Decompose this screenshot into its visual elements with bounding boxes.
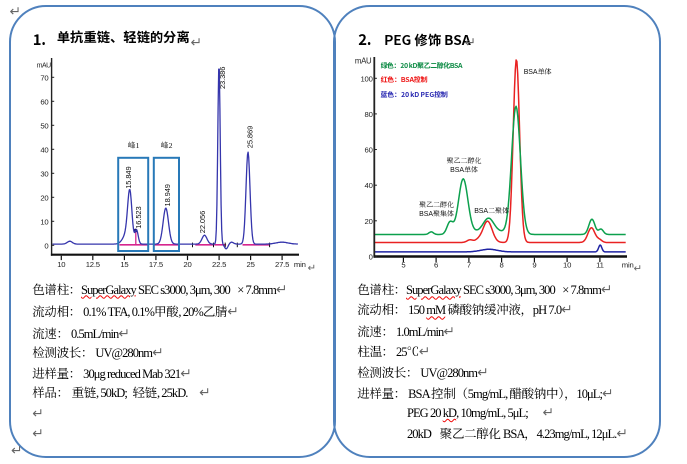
svg-text:mAU: mAU <box>355 57 372 66</box>
svg-text:15: 15 <box>120 260 128 269</box>
svg-text:40: 40 <box>40 145 48 154</box>
svg-text:↵: ↵ <box>308 263 316 274</box>
svg-text:9: 9 <box>532 261 536 270</box>
svg-text:22.5: 22.5 <box>212 260 226 269</box>
svg-text:40: 40 <box>365 181 373 190</box>
svg-text:20: 20 <box>365 217 373 226</box>
svg-text:mAU: mAU <box>37 62 51 69</box>
svg-text:100: 100 <box>360 74 372 83</box>
svg-text:30: 30 <box>40 169 48 178</box>
svg-text:0: 0 <box>369 252 373 261</box>
svg-text:10: 10 <box>57 260 65 269</box>
svg-text:25.869: 25.869 <box>245 126 254 148</box>
svg-text:80: 80 <box>365 110 373 119</box>
svg-text:峰1: 峰1 <box>128 140 140 151</box>
svg-text:min: min <box>294 260 306 269</box>
svg-text:11: 11 <box>596 261 604 270</box>
svg-text:7: 7 <box>467 261 471 270</box>
svg-text:60: 60 <box>365 146 373 155</box>
svg-text:5: 5 <box>401 261 405 270</box>
svg-text:6: 6 <box>434 261 438 270</box>
svg-text:↵: ↵ <box>634 264 642 275</box>
svg-text:50: 50 <box>40 121 48 130</box>
svg-text:min: min <box>622 261 634 270</box>
svg-text:22.056: 22.056 <box>198 211 207 233</box>
svg-text:20: 20 <box>183 260 191 269</box>
svg-text:10: 10 <box>40 217 48 226</box>
svg-text:16.523: 16.523 <box>134 206 143 228</box>
svg-text:27.5: 27.5 <box>275 260 289 269</box>
svg-text:17.5: 17.5 <box>149 260 163 269</box>
svg-text:0: 0 <box>44 241 48 250</box>
svg-text:12.5: 12.5 <box>86 260 100 269</box>
svg-text:10: 10 <box>563 261 571 270</box>
svg-text:8: 8 <box>500 261 504 270</box>
svg-text:60: 60 <box>40 97 48 106</box>
svg-text:70: 70 <box>40 73 48 82</box>
svg-text:峰2: 峰2 <box>161 140 173 151</box>
svg-text:23.386: 23.386 <box>218 67 227 89</box>
svg-text:20: 20 <box>40 193 48 202</box>
svg-text:15.849: 15.849 <box>124 166 133 188</box>
svg-text:18.949: 18.949 <box>163 184 172 206</box>
svg-text:25: 25 <box>247 260 255 269</box>
